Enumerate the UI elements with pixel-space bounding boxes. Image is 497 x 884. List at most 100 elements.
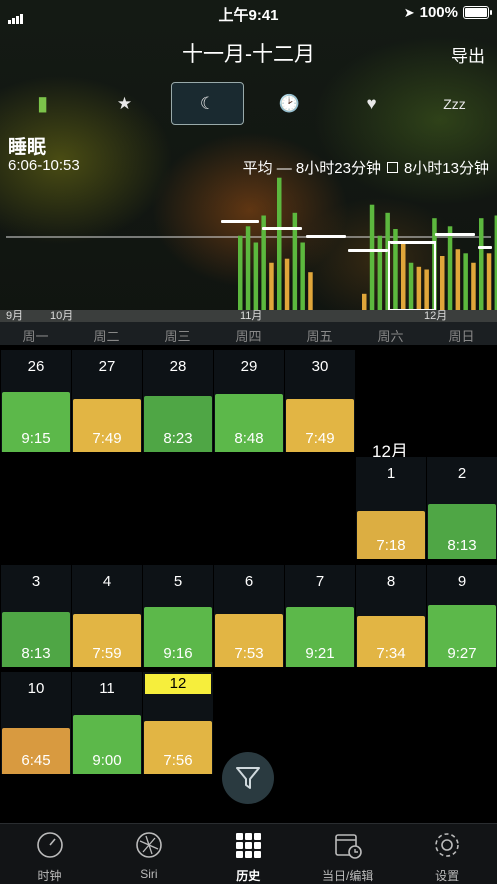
weekday-label: 周五: [306, 329, 333, 344]
day-number: 8: [386, 573, 396, 590]
sleep-duration: 6:45: [21, 752, 51, 769]
sleep-duration: 7:18: [376, 537, 406, 554]
weekday-label: 周日: [448, 329, 475, 344]
chart-bar: [408, 262, 414, 310]
weekday-header: 周一 周二 周三 周四 周五 周六 周日: [0, 322, 497, 345]
calendar-day[interactable]: 4 7:59: [72, 565, 142, 667]
sleep-duration: 8:13: [447, 537, 477, 554]
day-number: 6: [244, 573, 254, 590]
chart-bar: [486, 253, 492, 310]
chart-bar: [284, 258, 290, 310]
chart-bar: [362, 293, 367, 310]
sleep-duration-block: 7:18: [357, 510, 425, 559]
funnel-icon: [236, 767, 260, 789]
battery-can-icon: ▮: [36, 93, 48, 115]
sleep-duration-block: 9:15: [2, 392, 70, 452]
category-tab-moon[interactable]: ☾: [171, 82, 244, 125]
day-number: 5: [173, 573, 183, 590]
calendar-day[interactable]: 26 9:15: [1, 350, 71, 452]
gear-icon: [435, 833, 459, 857]
tab-label: Siri: [140, 867, 158, 881]
filter-button[interactable]: [222, 752, 274, 804]
status-time: 上午9:41: [218, 7, 279, 24]
calendar-day[interactable]: 7 9:21: [285, 565, 355, 667]
timeline-strip: [0, 310, 497, 322]
calendar-day[interactable]: 29 8:48: [214, 350, 284, 452]
chart-bar: [277, 177, 282, 310]
tab-label: 历史: [236, 869, 261, 883]
sleep-duration-block: 9:16: [144, 607, 212, 667]
day-number: 11: [99, 680, 115, 697]
calendar-day[interactable]: 28 8:23: [143, 350, 213, 452]
star-icon: ★: [116, 93, 133, 113]
sleep-duration: 8:23: [163, 430, 193, 447]
weekday-label: 周三: [164, 329, 191, 344]
tab-label: 设置: [435, 869, 460, 883]
calendar-day[interactable]: 10 6:45: [1, 672, 71, 774]
week-average-marker: [478, 246, 492, 249]
location-arrow-icon: ➤: [403, 4, 415, 20]
calendar-day[interactable]: 27 7:49: [72, 350, 142, 452]
calendar-day[interactable]: 3 8:13: [1, 565, 71, 667]
zzz-icon: Zzz: [443, 95, 466, 112]
tab-gear[interactable]: 设置: [398, 830, 497, 884]
chart-bar: [377, 235, 383, 310]
calendar-day[interactable]: 1 7:18: [356, 457, 426, 559]
month-tick-label: 12月: [424, 310, 447, 322]
category-tab-zzz[interactable]: Zzz: [418, 82, 491, 125]
day-number: 10: [27, 680, 45, 697]
chart-bar: [455, 249, 461, 310]
tab-grid[interactable]: 历史: [199, 830, 298, 884]
chart-bar: [463, 253, 468, 310]
calendar-day[interactable]: 6 7:53: [214, 565, 284, 667]
calendar-day[interactable]: 12 7:56: [143, 672, 213, 774]
chart-bar: [245, 226, 251, 310]
chart-bar: [440, 256, 445, 310]
checkbox-icon[interactable]: [386, 162, 398, 173]
day-number: 3: [31, 573, 41, 590]
sleep-duration: 7:59: [92, 645, 122, 662]
week-average-marker: [221, 220, 259, 223]
signal-icon: [8, 7, 24, 24]
battery-icon: [463, 6, 492, 19]
chart-bar: [471, 262, 476, 310]
category-tabs: ▮ ★ ☾ 🕑 ♥ Zzz: [0, 82, 497, 125]
chart-bar: [238, 235, 243, 310]
today-day-number: 12: [145, 674, 211, 694]
clock-dial-icon: [36, 832, 63, 858]
sleep-duration-block: 7:49: [286, 399, 354, 452]
tab-calendar-clock[interactable]: 当日/编辑: [298, 830, 397, 884]
sleep-duration-block: 8:23: [144, 395, 212, 452]
summary-panel: 上午9:41 ➤ 100% 十一月-十二月 导出 ▮ ★ ☾ 🕑 ♥ Zzz 睡眠 6:0…: [0, 0, 497, 345]
calendar-day[interactable]: 2 8:13: [427, 457, 497, 559]
sleep-duration-block: 7:34: [357, 615, 425, 667]
category-tab-battery-can[interactable]: ▮: [6, 82, 79, 125]
day-number: 1: [386, 465, 396, 482]
weekday-label: 周一: [22, 329, 49, 344]
sleep-duration: 9:16: [163, 645, 193, 662]
chart-bar: [447, 226, 453, 310]
export-button[interactable]: 导出: [451, 47, 485, 66]
weekday-label: 周二: [93, 329, 120, 344]
calendar-day[interactable]: 30 7:49: [285, 350, 355, 452]
tab-clock-dial[interactable]: 时钟: [0, 830, 99, 884]
category-tab-clock[interactable]: 🕑: [253, 82, 326, 125]
moon-icon: ☾: [199, 93, 216, 113]
category-tab-heart[interactable]: ♥: [335, 82, 408, 125]
tab-bar: 时钟 Siri 历史 当日/编辑 设置: [0, 823, 497, 884]
calendar-grid: 12月 26 9:15 27 7:49 28 8:23 29 8:48 30 7:49 1 7:18 2…: [0, 345, 497, 823]
calendar-day[interactable]: 9 9:27: [427, 565, 497, 667]
week-average-marker: [435, 233, 475, 236]
status-bar: 上午9:41 ➤ 100%: [0, 0, 497, 26]
chart-bar: [308, 272, 313, 310]
tab-siri[interactable]: Siri: [99, 830, 198, 881]
sleep-duration: 8:48: [234, 430, 264, 447]
sleep-duration-block: 8:13: [2, 612, 70, 667]
calendar-day[interactable]: 8 7:34: [356, 565, 426, 667]
category-tab-star[interactable]: ★: [88, 82, 161, 125]
chart-bar: [261, 215, 266, 310]
calendar-day[interactable]: 11 9:00: [72, 672, 142, 774]
sleep-duration: 7:49: [92, 430, 122, 447]
sleep-chart[interactable]: 9月 10月 11月 12月: [0, 175, 497, 322]
calendar-day[interactable]: 5 9:16: [143, 565, 213, 667]
